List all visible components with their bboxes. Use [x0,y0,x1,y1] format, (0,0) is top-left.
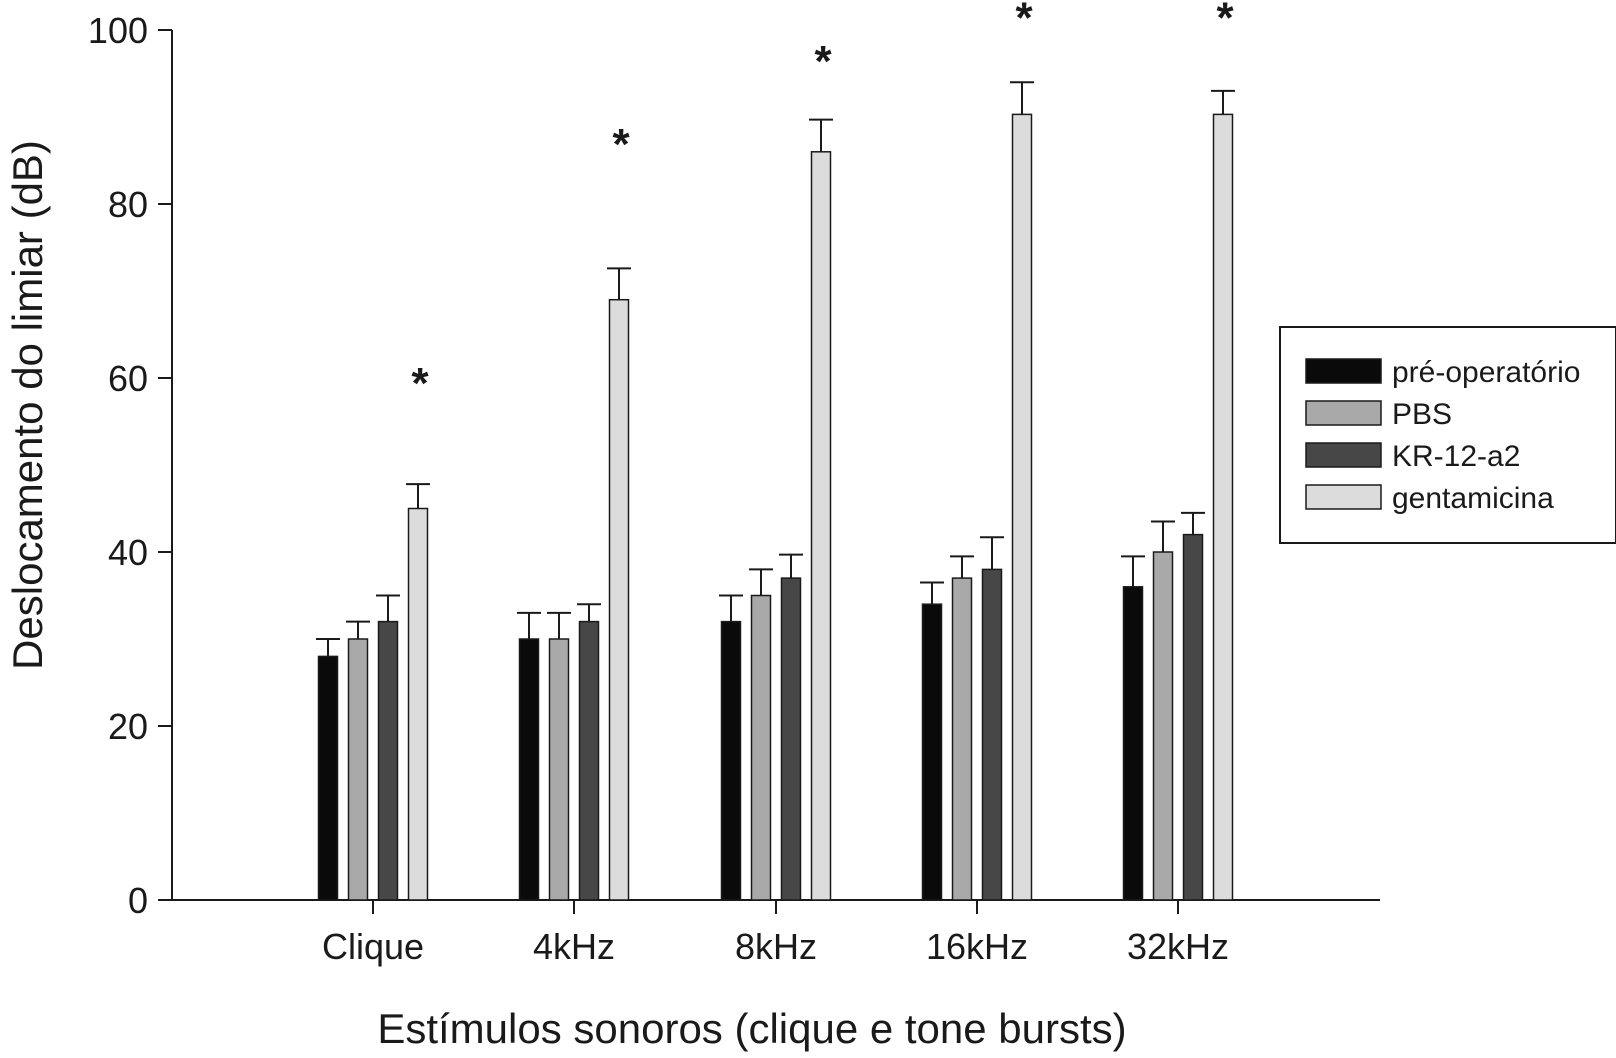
legend-label: pré-operatório [1392,356,1580,389]
bar [720,620,742,901]
legend-swatch [1305,400,1382,426]
y-tick-label: 60 [108,358,148,399]
significance-markers: * * * * * [411,0,1234,408]
x-tick-label: 16kHz [926,926,1028,967]
x-tick-label: 32kHz [1127,926,1229,967]
y-tick-label: 0 [128,880,148,921]
bar [921,603,943,901]
bar [548,638,570,901]
x-tick-label: 8kHz [735,926,817,967]
legend: pré-operatório PBS KR-12-a2 gentamicina [1279,326,1616,544]
bar [780,577,802,901]
significance-asterisk: * [612,120,630,169]
legend-swatch [1305,442,1382,468]
y-tick-label: 100 [88,10,148,51]
bar [810,151,832,901]
significance-asterisk: * [814,37,832,86]
legend-label: KR-12-a2 [1392,440,1520,473]
bar [407,507,429,901]
bar [981,568,1003,901]
x-axis: Clique 4kHz 8kHz 16kHz 32kHz [172,899,1380,967]
x-axis-title: Estímulos sonoros (clique e tone bursts) [377,1005,1126,1052]
x-tick-label: 4kHz [533,926,615,967]
bar [1122,586,1144,901]
bars [317,113,1234,901]
bar [578,620,600,901]
bar [750,594,772,901]
y-tick-label: 80 [108,184,148,225]
bar [1212,113,1234,901]
bar [347,638,369,901]
bar [1182,533,1204,901]
legend-swatch [1305,358,1382,384]
y-tick-label: 40 [108,532,148,573]
significance-asterisk: * [411,359,429,408]
bar [1152,551,1174,901]
error-bars [316,81,1235,657]
significance-asterisk: * [1015,0,1033,43]
bar [377,620,399,901]
bar [1011,113,1033,901]
bar [518,638,540,901]
bar [951,577,973,901]
significance-asterisk: * [1216,0,1234,43]
y-axis: 0 20 40 60 80 100 [88,10,173,921]
bar [317,655,339,901]
legend-label: PBS [1392,398,1452,431]
y-tick-label: 20 [108,706,148,747]
y-axis-title: Deslocamento do limiar (dB) [4,140,51,670]
bar [608,298,630,901]
legend-label: gentamicina [1392,482,1554,515]
x-tick-label: Clique [322,926,424,967]
legend-swatch [1305,484,1382,510]
